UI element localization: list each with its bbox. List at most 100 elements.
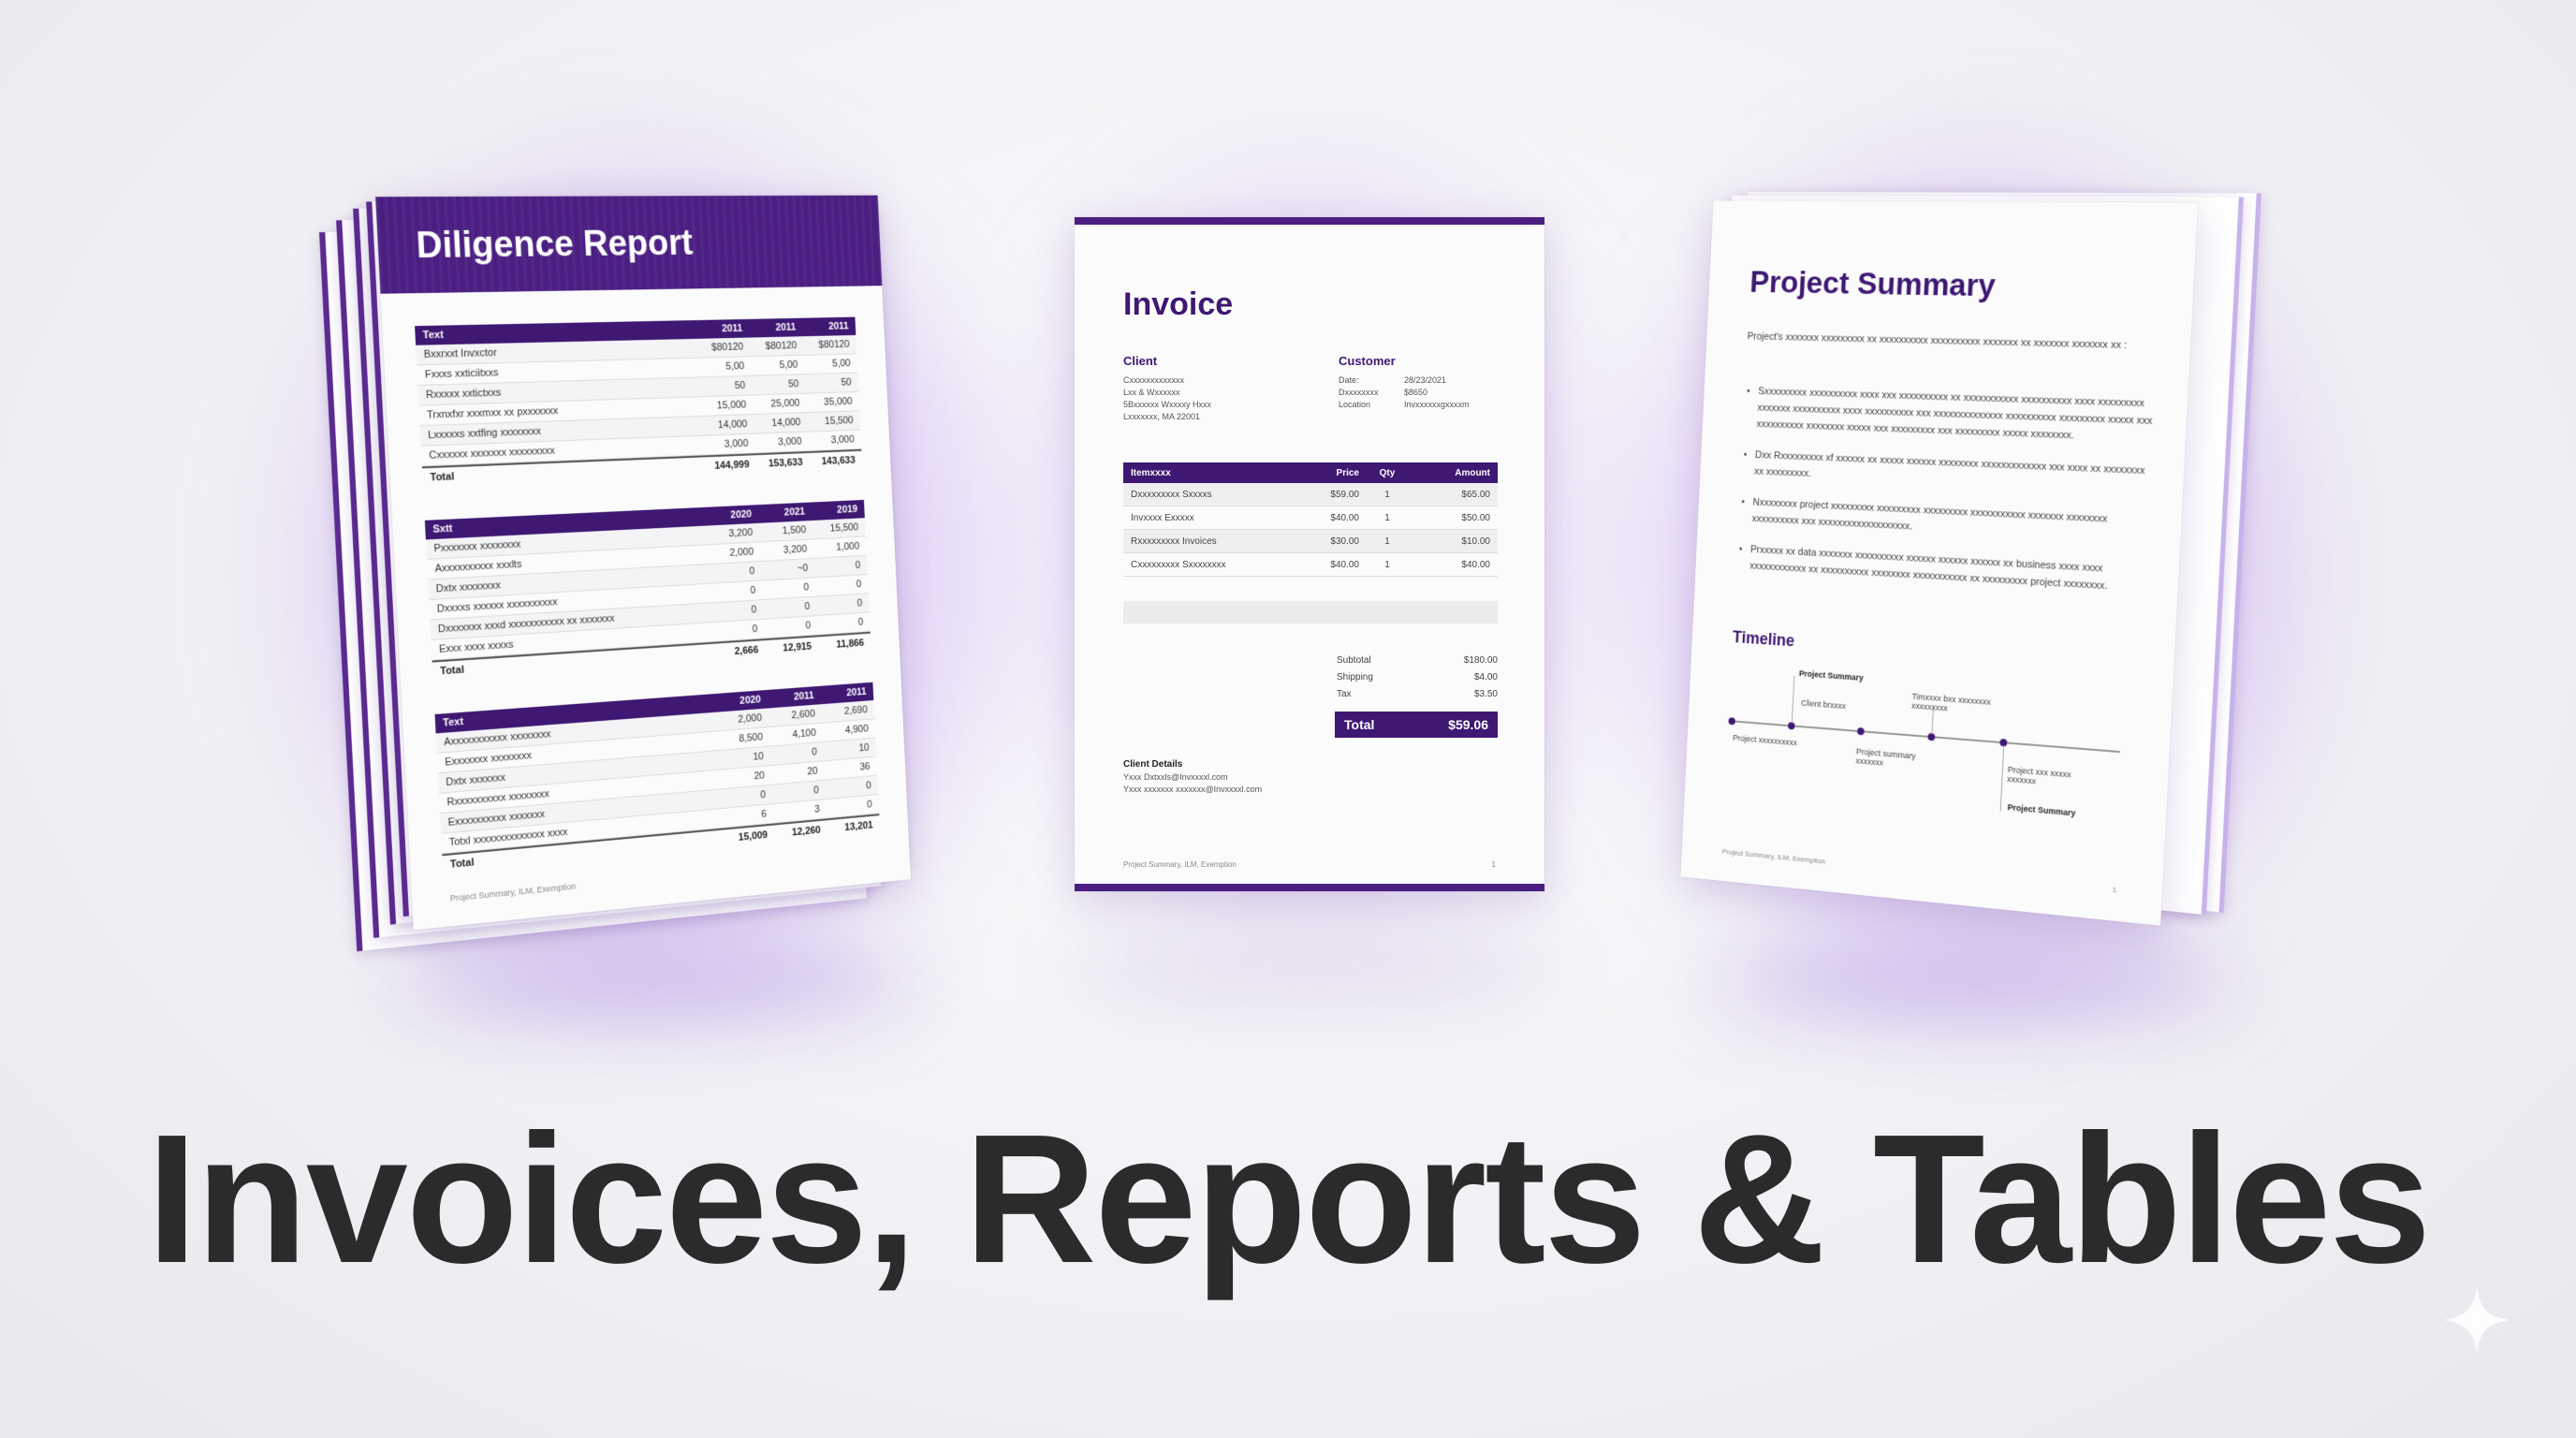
table-cell: 0 [752, 624, 758, 636]
table-cell: 10 [753, 751, 765, 763]
summary-page: Project Summary Project's xxxxxxx xxxxxx… [1680, 200, 2199, 926]
invoice-page-number: 1 [1491, 860, 1496, 869]
table-cell: 0 [866, 799, 872, 811]
total-label: Total [1344, 717, 1375, 732]
table-cell: 14,000 [717, 418, 748, 432]
invoice-table-header: Itemxxxx Price Qty Amount [1123, 462, 1498, 483]
table-cell: Cxxxxxxxxx Sxxxxxxxx [1131, 559, 1226, 570]
table-cell: $30.00 [1330, 536, 1359, 547]
report-header-band: Diligence Report [375, 195, 883, 294]
table-cell: 144,999 [714, 459, 750, 472]
table-cell: 1,000 [836, 540, 860, 553]
sparkle-icon [2443, 1286, 2510, 1354]
table-cell: 0 [856, 597, 863, 609]
report-footer: Project Summary, ILM, Exemption [449, 881, 577, 903]
table-cell: 6 [761, 808, 768, 820]
table-cell: 12,915 [783, 640, 812, 654]
invoice-footer: Project Summary, ILM, Exemption [1123, 860, 1237, 869]
table-cell: 2,000 [729, 546, 754, 559]
table-cell: 3,000 [777, 435, 802, 448]
table-cell: 14,000 [771, 417, 801, 430]
table-cell: $50.00 [1461, 512, 1490, 523]
customer-field-label: Location [1339, 400, 1371, 409]
col-amount: Amount [1455, 467, 1490, 478]
invoice-blank-row [1123, 601, 1498, 624]
customer-field: Location Invxxxxxxgxxxxm [1339, 399, 1498, 411]
table-cell: Rxxxxxxxxx Invoices [1131, 536, 1217, 547]
table-cell: 0 [857, 616, 864, 628]
client-details-line: Yxxx xxxxxxx xxxxxxx@Invxxxxl.com [1123, 785, 1263, 794]
summary-title: Project Summary [1749, 264, 1997, 304]
table-cell: 3,000 [830, 433, 855, 447]
customer-field-value: $8650 [1404, 388, 1428, 397]
timeline-title: Timeline [1732, 627, 1795, 651]
table-cell: 0 [750, 584, 756, 596]
invoice-rows: Dxxxxxxxxx Sxxxxs $59.00 1 $65.00 Invxxxx Ex… [1123, 483, 1498, 577]
table-cell: 2,690 [843, 704, 868, 717]
table-cell: 0 [759, 789, 767, 801]
table-cell: 25,000 [770, 397, 800, 410]
summary-document-stack: Project Summary Project's xxxxxxx xxxxxx… [1679, 191, 2261, 961]
table-cell: 50 [734, 379, 746, 392]
table-cell: 4,900 [844, 723, 869, 737]
report-header-cell: 2011 [793, 690, 815, 703]
table-cell: 35,000 [823, 395, 853, 408]
table-cell: 5,00 [831, 358, 851, 370]
table-cell: 3,200 [728, 527, 754, 540]
table-cell: 10 [858, 741, 870, 755]
col-qty: Qty [1379, 467, 1396, 478]
timeline-label: Project Summary [1798, 668, 1864, 683]
table-cell: 0 [805, 620, 812, 632]
timeline-label: Project Summary [2007, 802, 2076, 818]
summary-bullet: Prxxxxx xx data xxxxxxx xxxxxxxxxx xxxxx… [1749, 541, 2145, 596]
report-header-cell: 2011 [845, 686, 867, 699]
table-cell: $40.00 [1330, 512, 1359, 523]
table-row: Invxxxx Exxxxx $40.00 1 $50.00 [1123, 506, 1498, 530]
report-header-cell: 2011 [775, 321, 797, 333]
shadow-right [1713, 946, 2237, 1020]
customer-field-value: Invxxxxxxgxxxxm [1404, 400, 1470, 409]
invoice-title: Invoice [1123, 286, 1234, 322]
timeline-dot [1856, 726, 1865, 736]
table-cell: $40.00 [1461, 559, 1490, 570]
invoice-client-address: Cxxxxxxxxxxxxx Lxx & Wxxxxxx 5Bxxxxxx Wxxx… [1123, 374, 1211, 423]
invoice-page: Invoice Client Cxxxxxxxxxxxxx Lxx & Wxxxx… [1075, 217, 1544, 891]
table-cell: 2,000 [738, 712, 763, 726]
timeline-dot [1728, 717, 1736, 726]
table-cell: 1 [1384, 536, 1390, 547]
table-cell: $80120 [818, 338, 850, 351]
table-cell: 20 [807, 765, 818, 778]
client-details-line: Yxxx Dxtxxls@Invxxxxl.com [1123, 772, 1228, 782]
table-cell: Fxxxs xxticiitxxs [424, 367, 499, 381]
summary-page-number: 1 [2112, 885, 2117, 895]
total-value: $59.06 [1448, 717, 1488, 732]
summary-footer: Project Summary, ILM, Exemption [1721, 847, 1826, 866]
invoice-client-label: Client [1123, 354, 1158, 368]
table-cell: 50 [841, 376, 852, 389]
table-cell: $65.00 [1461, 489, 1490, 500]
table-cell: Bxxrxxt Invxctor [423, 346, 498, 361]
invoice-customer-label: Customer [1339, 354, 1396, 368]
report-header-cell: 2011 [827, 320, 849, 332]
report-tables: Text 2011 2011 2011 Bxxrxxt Invxctor $80120 $8… [382, 316, 908, 878]
report-table-body: Bxxrxxt Invxctor $80120 $80120 $80120 Fxxxs … [416, 334, 862, 467]
table-cell: 0 [812, 785, 819, 797]
col-price: Price [1336, 467, 1359, 478]
client-address-line: Lxx & Wxxxxxx [1123, 388, 1180, 397]
report-table: Text 2020 2011 2011 Axxxxxxxxxxx xxxxxxxx 2,0… [434, 682, 881, 875]
report-document-stack: Diligence Report Text 2011 2011 2011 Bxxrxxt… [317, 195, 911, 965]
report-header-cell: 2021 [783, 506, 806, 519]
table-cell: ~0 [797, 563, 809, 575]
table-cell: 15,500 [829, 521, 859, 535]
customer-field-label: Dxxxxxxxx [1339, 388, 1379, 397]
client-address-line: Lxxxxxxx, MA 22001 [1123, 412, 1201, 421]
table-cell: $80120 [710, 341, 744, 354]
table-cell: $10.00 [1461, 536, 1490, 547]
table-cell: Invxxxx Exxxxx [1131, 512, 1194, 523]
table-cell: 20 [754, 770, 766, 783]
timeline-stem [1999, 745, 2005, 812]
subtotal-label: Subtotal [1337, 655, 1371, 666]
table-row: Rxxxxxxxxx Invoices $30.00 1 $10.00 [1123, 530, 1498, 553]
report-table: Text 2011 2011 2011 Bxxrxxt Invxctor $80120 $8… [415, 316, 863, 488]
customer-field-label: Date: [1339, 375, 1359, 385]
